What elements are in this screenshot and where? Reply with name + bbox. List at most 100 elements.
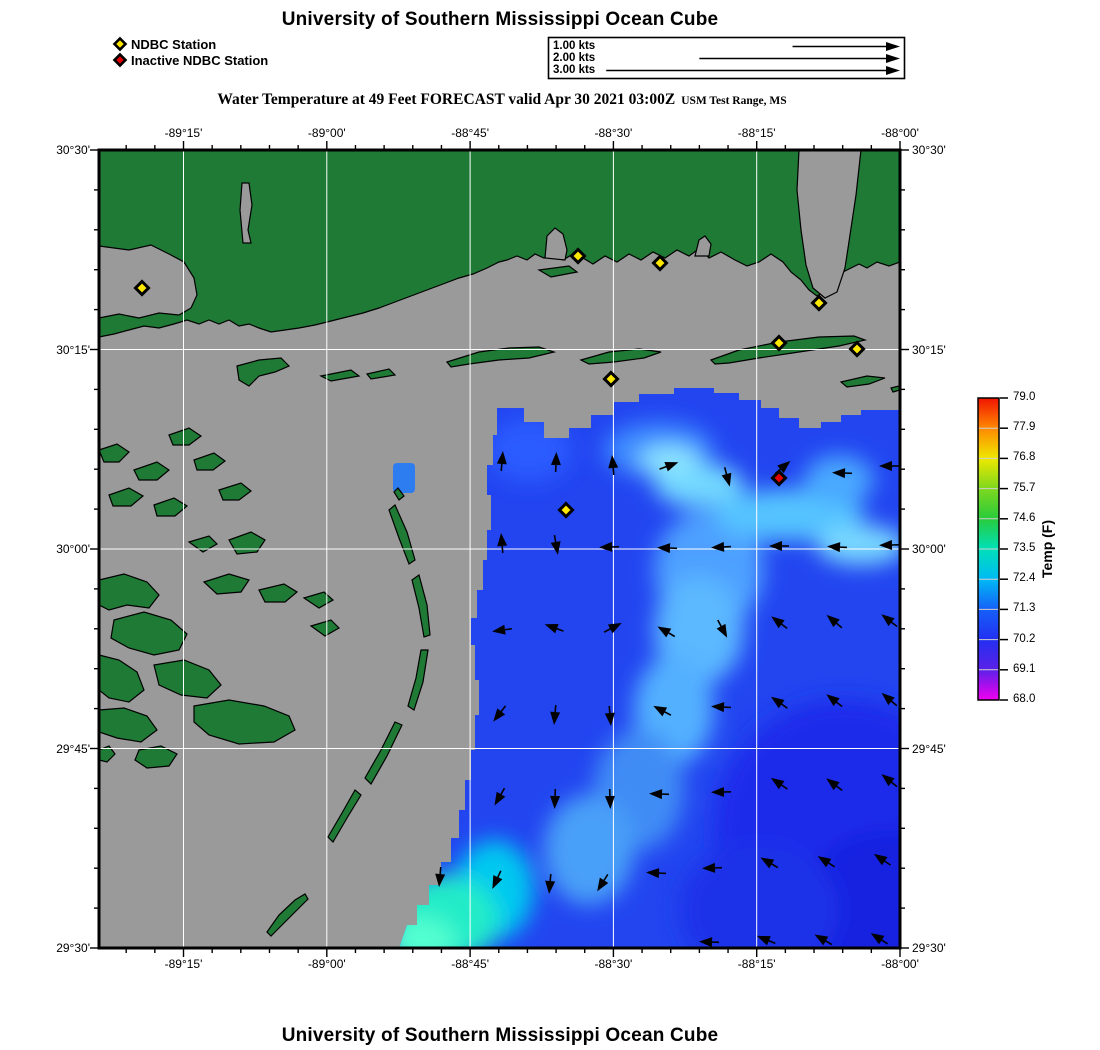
current-vector-arrow [492,624,513,635]
current-vectors [435,451,900,948]
marsh [108,487,145,507]
island [579,348,662,365]
current-vector-arrow [550,704,561,725]
current-vector-arrow [603,622,622,634]
forecast-subtitle: Water Temperature at 49 Feet FORECAST va… [99,91,905,109]
island [839,375,886,388]
current-vector-arrow [881,774,898,788]
island [266,893,309,937]
velocity-scale-box [547,36,906,80]
current-vector-arrow [769,541,789,551]
marsh [302,591,335,609]
station-markers [133,247,866,519]
river-channel [239,182,253,244]
current-vector-arrow [435,866,446,887]
marsh [98,654,145,703]
station-marker-active [770,334,788,352]
current-vector-arrow [699,937,720,948]
island-chain [364,721,403,785]
inactive-ndbc-station-icon [112,52,128,68]
marsh [202,573,250,595]
forecast-map [90,141,909,957]
marsh [110,611,188,656]
marsh [133,461,171,481]
current-vector-arrow [646,868,667,879]
marsh [168,427,203,446]
map-border [97,148,902,950]
current-vector-arrow [827,542,848,553]
current-vector-arrow [711,541,732,552]
island [319,369,361,382]
current-vector-arrow [608,455,619,476]
legend-label-active: NDBC Station [131,37,217,52]
current-vector-arrow [770,696,788,709]
current-vector-arrow [550,452,561,473]
marsh [193,699,296,745]
current-vector-arrow [649,789,670,800]
current-vector-arrow [497,533,508,554]
current-vector-arrow [493,705,507,722]
marsh [153,497,189,517]
island [236,357,291,387]
current-vector-arrow [711,786,732,797]
scale-arrow-head [886,66,900,75]
current-vector-arrow [545,873,556,894]
current-vector-arrow [604,788,615,809]
marsh [218,482,252,501]
station-marker-active [848,340,866,358]
current-vector-arrow [771,616,788,630]
current-vector-arrow [550,534,561,555]
colorbar-title: Temp (F) [1039,519,1055,579]
station-marker-active [557,501,575,519]
marsh [134,745,178,769]
station-marker-inactive [770,469,788,487]
current-vector-arrow [492,870,503,889]
scale-arrow-head [886,54,900,63]
current-vector-arrow [826,778,843,792]
forecast-region-text: USM Test Range, MS [681,95,787,107]
current-vector-arrow [756,935,776,946]
bay [544,227,568,261]
legend-label-inactive: Inactive NDBC Station [131,53,269,68]
island [365,368,397,380]
current-vector-arrow [770,777,788,790]
ndbc-station-icon [112,36,128,52]
bay [796,149,862,299]
mainland-coast [98,149,901,338]
station-marker-active [133,279,151,297]
marsh [98,443,130,463]
marsh [193,452,227,471]
island [537,265,579,278]
current-vector-arrow [494,787,506,806]
bay [694,235,712,257]
current-vector-arrow [599,541,620,552]
current-vector-arrow [544,623,564,634]
marsh [258,583,299,603]
current-vector-arrow [550,788,561,809]
scale-label-2kt: 2.00 kts [553,52,596,64]
scale-arrow-head [886,42,900,51]
current-vector-arrow [870,933,889,945]
current-vector-arrow [881,692,898,707]
current-vector-arrow [760,857,779,869]
current-vector-arrow [879,539,900,550]
current-vector-arrow [597,873,609,892]
island-chain [407,649,429,711]
current-vector-arrow [817,856,836,868]
station-marker-active [602,370,620,388]
station-marker-active [651,254,669,272]
current-vector-arrow [873,853,891,866]
current-vector-arrow [702,862,723,873]
marsh [98,707,158,743]
current-vector-arrow [657,543,678,554]
current-vector-arrow [653,705,672,717]
current-vector-arrow [657,626,676,638]
colorbar [977,397,1008,701]
page-title-bottom: University of Southern Mississippi Ocean… [281,1025,719,1046]
scale-label-1kt: 1.00 kts [553,40,596,52]
station-marker-active [569,247,587,265]
marsh [98,573,160,611]
current-vector-arrow [826,614,843,629]
island-chain [327,789,362,843]
